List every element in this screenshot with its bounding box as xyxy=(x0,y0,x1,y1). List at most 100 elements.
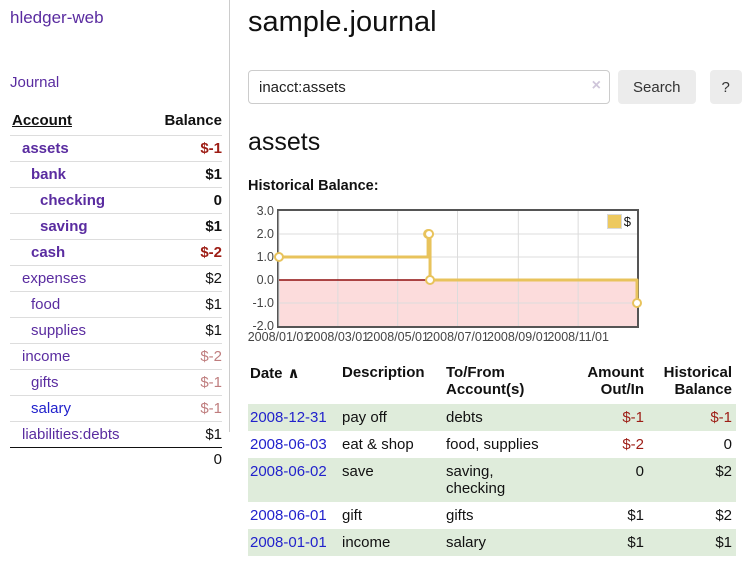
account-balance: $-2 xyxy=(200,244,222,261)
account-row-food: food $1 xyxy=(10,291,222,317)
clear-search-icon[interactable]: × xyxy=(591,77,601,94)
main-content: sample.journal × Search ? assets Histori… xyxy=(248,0,742,556)
date-column-header: Date ∧ xyxy=(250,365,300,382)
search-button[interactable]: Search xyxy=(618,70,696,104)
account-balance: $1 xyxy=(205,322,222,339)
account-link-cash[interactable]: cash xyxy=(31,244,66,261)
sidebar: hledger-web Journal Account Balance asse… xyxy=(0,0,230,468)
help-button[interactable]: ? xyxy=(709,70,742,104)
transaction-balance: $2 xyxy=(715,507,732,524)
accounts-total: 0 xyxy=(10,447,222,471)
account-link-gifts[interactable]: gifts xyxy=(31,374,59,391)
register-row: 2008-06-02 save saving, checking 0 $2 xyxy=(248,458,736,502)
account-row-supplies: supplies $1 xyxy=(10,317,222,343)
app-brand-link[interactable]: hledger-web xyxy=(10,8,104,27)
transaction-accounts: food, supplies xyxy=(446,436,539,453)
transaction-balance: $-1 xyxy=(648,404,736,431)
account-balance: $2 xyxy=(205,270,222,287)
y-axis-labels: 3.0 2.0 1.0 0.0 -1.0 -2.0 xyxy=(248,204,274,333)
transaction-amount: 0 xyxy=(572,458,648,502)
account-balance: 0 xyxy=(213,192,222,209)
account-balance: $-1 xyxy=(200,140,222,157)
account-row-expenses: expenses $2 xyxy=(10,265,222,291)
balance-column-header: Historical Balance xyxy=(663,364,732,398)
account-link-salary[interactable]: salary xyxy=(31,400,72,417)
account-row-income: income $-2 xyxy=(10,343,222,369)
transaction-amount: $1 xyxy=(627,507,644,524)
account-row-cash: cash $-2 xyxy=(10,239,222,265)
search-box: × xyxy=(248,70,610,104)
y-tick-label: 2.0 xyxy=(256,227,274,241)
page-title: sample.journal xyxy=(248,6,437,38)
chart-legend: $ xyxy=(606,214,631,229)
account-balance: $1 xyxy=(205,426,222,443)
transaction-accounts: gifts xyxy=(446,507,474,524)
account-table-header: Account Balance xyxy=(10,109,222,135)
account-link-saving[interactable]: saving xyxy=(40,218,88,235)
account-balance: $1 xyxy=(205,218,222,235)
x-tick-label: 2008/01/01 xyxy=(247,330,311,344)
transaction-date-link[interactable]: 2008-06-03 xyxy=(250,436,327,453)
account-row-checking: checking 0 xyxy=(10,187,222,213)
transaction-balance: $2 xyxy=(648,458,736,502)
legend-swatch-icon xyxy=(606,214,622,229)
transaction-description: eat & shop xyxy=(342,436,414,453)
transaction-accounts: saving, checking xyxy=(444,458,572,502)
y-tick-label: -1.0 xyxy=(252,296,274,310)
account-link-liabilities-debts[interactable]: liabilities:debts xyxy=(22,426,120,443)
x-tick-label: 2008/05/01 xyxy=(366,330,429,344)
description-column-header: Description xyxy=(342,364,425,381)
transaction-description: income xyxy=(340,529,444,556)
y-tick-label: -2.0 xyxy=(252,319,274,333)
historical-balance-chart: 3.0 2.0 1.0 0.0 -1.0 -2.0 $ 2008/01/01 2008/03… xyxy=(248,203,736,348)
x-tick-label: 2008/07/01 xyxy=(426,330,489,344)
transaction-date-link[interactable]: 2008-12-31 xyxy=(250,409,327,426)
register-row: 2008-06-03 eat & shop food, supplies $-2… xyxy=(248,431,736,458)
register-row: 2008-01-01 income salary $1 $1 xyxy=(248,529,736,556)
x-tick-label: 2008/11/01 xyxy=(547,330,609,344)
transaction-amount: $1 xyxy=(572,529,648,556)
transaction-balance: 0 xyxy=(723,436,732,453)
account-balance: $-2 xyxy=(200,348,222,365)
account-link-expenses[interactable]: expenses xyxy=(22,270,87,287)
transaction-description: pay off xyxy=(340,404,444,431)
account-link-food[interactable]: food xyxy=(31,296,61,313)
register-header-row: Date ∧ Description To/From Account(s) Amo… xyxy=(248,360,736,404)
account-balance: $1 xyxy=(205,166,222,183)
account-link-supplies[interactable]: supplies xyxy=(31,322,87,339)
legend-label: $ xyxy=(623,214,631,229)
account-row-salary: salary $-1 xyxy=(10,395,222,421)
x-tick-label: 2008/09/01 xyxy=(487,330,550,344)
transaction-date-link[interactable]: 2008-01-01 xyxy=(250,534,327,551)
account-row-assets: assets $-1 xyxy=(10,135,222,161)
balance-column-header: Balance xyxy=(164,112,222,129)
sort-ascending-icon: ∧ xyxy=(287,365,300,382)
transaction-description: gift xyxy=(342,507,363,524)
register-row: 2008-06-01 gift gifts $1 $2 xyxy=(248,502,736,529)
transaction-date-link[interactable]: 2008-06-02 xyxy=(250,463,327,480)
accounts-column-header: To/From Account(s) xyxy=(446,364,525,398)
account-column-header: Account xyxy=(12,112,72,129)
account-heading: assets xyxy=(248,128,321,156)
transaction-accounts: salary xyxy=(444,529,572,556)
search-input[interactable] xyxy=(248,70,610,104)
account-row-gifts: gifts $-1 xyxy=(10,369,222,395)
account-balance-table: Account Balance assets $-1 bank $1 check… xyxy=(10,109,222,471)
account-link-checking[interactable]: checking xyxy=(40,192,106,209)
transaction-date-link[interactable]: 2008-06-01 xyxy=(250,507,327,524)
account-link-assets[interactable]: assets xyxy=(22,140,69,157)
y-tick-label: 0.0 xyxy=(256,273,274,287)
sidebar-item-journal[interactable]: Journal xyxy=(10,74,60,91)
account-balance: $-1 xyxy=(200,374,222,391)
search-form: × Search ? xyxy=(248,70,742,104)
x-axis-labels: 2008/01/01 2008/03/01 2008/05/01 2008/07/01… xyxy=(248,330,641,346)
amount-column-header: Amount Out/In xyxy=(587,364,644,398)
transaction-amount: $-2 xyxy=(622,436,644,453)
account-link-income[interactable]: income xyxy=(22,348,71,365)
account-link-bank[interactable]: bank xyxy=(31,166,67,183)
transaction-amount: $-1 xyxy=(572,404,648,431)
chart-canvas xyxy=(274,211,642,326)
account-row-liabilities-debts: liabilities:debts $1 xyxy=(10,421,222,447)
x-tick-label: 2008/03/01 xyxy=(306,330,370,344)
register-table: Date ∧ Description To/From Account(s) Amo… xyxy=(248,360,736,556)
